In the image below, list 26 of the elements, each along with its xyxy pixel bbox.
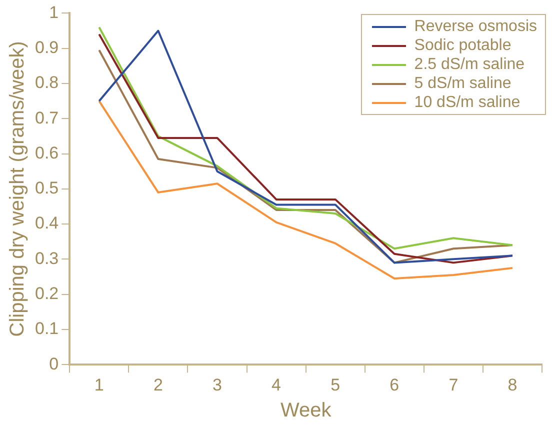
y-tick-label: 0.5	[34, 178, 59, 198]
y-tick-label: 0.3	[34, 248, 59, 268]
legend-label: 10 dS/m saline	[414, 93, 520, 112]
y-axis-title: Clipping dry weight (grams/week)	[6, 41, 29, 337]
y-tick-label: 0	[49, 354, 59, 374]
y-tick-label: 0.7	[34, 108, 59, 128]
x-tick-label: 4	[272, 375, 282, 394]
x-tick-label: 5	[330, 375, 340, 394]
y-tick-label: 1	[49, 2, 59, 22]
legend-label: 2.5 dS/m saline	[414, 55, 525, 74]
x-tick-label: 2	[153, 375, 163, 394]
y-tick-label: 0.1	[34, 319, 59, 338]
x-tick-label: 3	[212, 375, 222, 394]
x-tick-label: 6	[390, 375, 400, 394]
legend-label: Reverse osmosis	[414, 17, 537, 36]
x-tick-label: 1	[94, 375, 104, 394]
x-tick-label: 7	[448, 375, 458, 394]
x-tick-label: 8	[508, 375, 518, 394]
x-axis-title: Week	[280, 400, 332, 422]
y-tick-label: 0.8	[34, 73, 59, 92]
y-tick-label: 0.2	[34, 284, 59, 304]
legend-label: 5 dS/m saline	[414, 74, 512, 93]
legend-label: Sodic potable	[414, 36, 512, 55]
y-tick-label: 0.9	[34, 38, 59, 58]
y-tick-label: 0.6	[34, 143, 59, 162]
y-tick-label: 0.4	[34, 214, 59, 233]
